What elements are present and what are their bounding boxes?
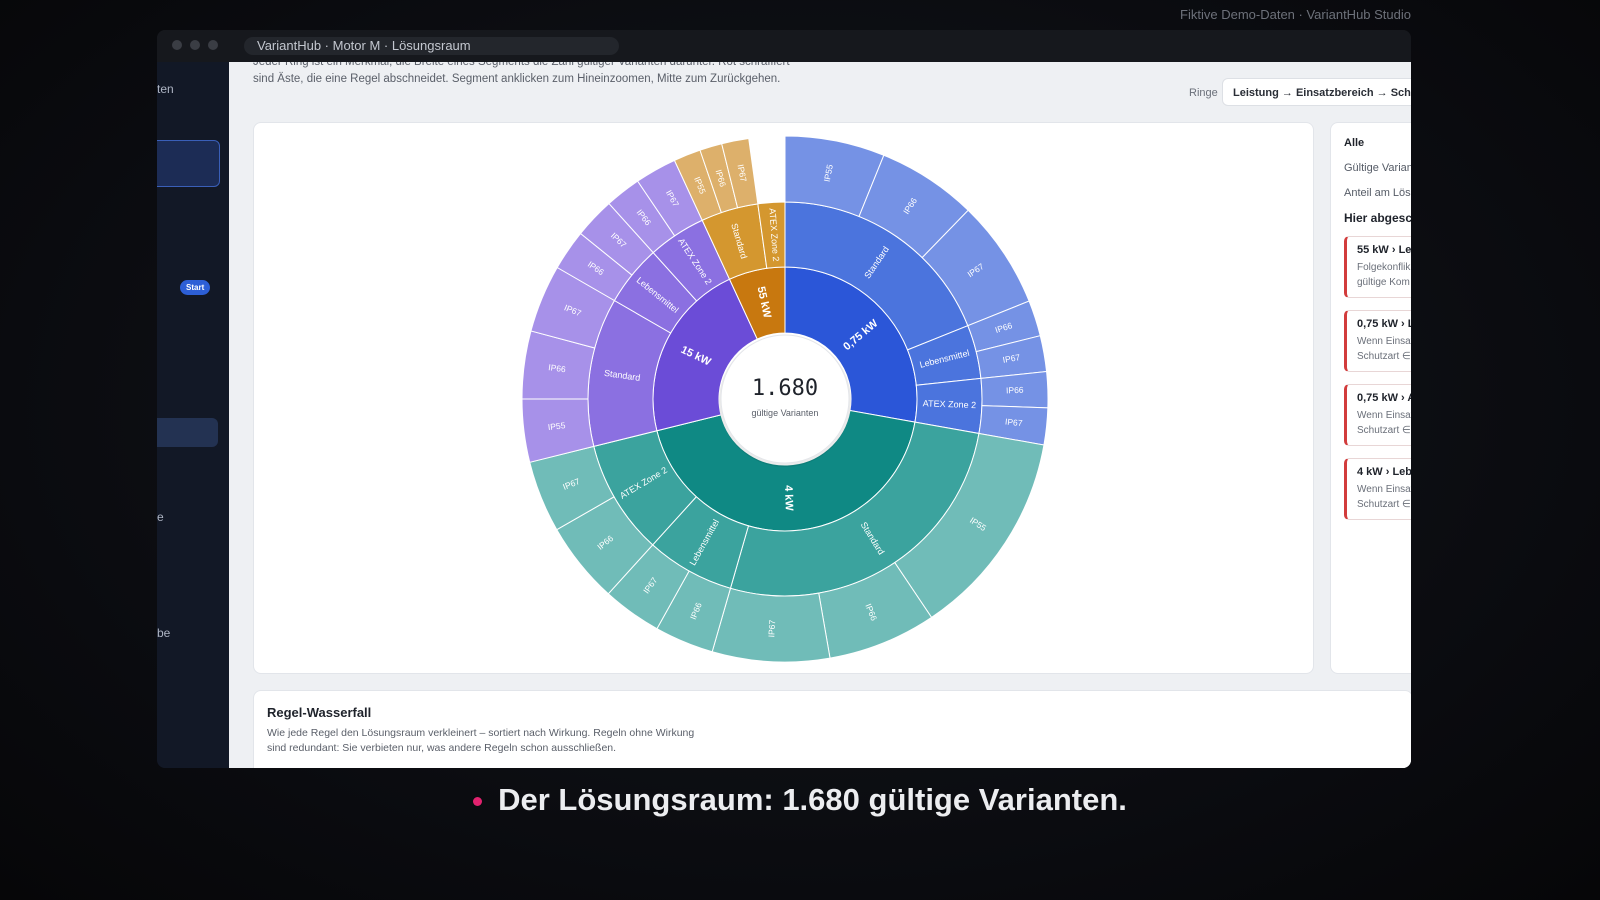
rule-line: Schutzart ∈: [1357, 425, 1411, 436]
chart-card: 0,75 kW Standard IP55 IP66 IP67 Lebensmittel I…: [253, 122, 1314, 674]
segment-label: IP66: [548, 362, 567, 374]
section-title: Regel-Wasserfall: [267, 705, 372, 720]
rings-label: Ringe: [1189, 87, 1218, 99]
rule-title: 0,75 kW › L: [1357, 318, 1411, 330]
rule-line: Wenn Einsat: [1357, 336, 1411, 347]
window-dot[interactable]: [190, 40, 200, 50]
section-heading: Hier abgesch: [1344, 211, 1411, 225]
segment-label: ATEX Zone 2: [767, 208, 781, 262]
caption: Der Lösungsraum: 1.680 gültige Varianten…: [0, 782, 1600, 818]
rule-line: Wenn Einsat: [1357, 410, 1411, 421]
description: Jeder Ring ist ein Merkmal, die Breite e…: [253, 62, 790, 85]
section-description: Wie jede Regel den Lösungsraum verkleine…: [267, 727, 695, 754]
segment-label: IP55: [547, 420, 566, 432]
content: Jeder Ring ist ein Merkmal, die Breite e…: [229, 62, 1411, 768]
segment-label: ATEX Zone 2: [923, 398, 977, 410]
window-dot[interactable]: [172, 40, 182, 50]
segment-label: IP67: [736, 163, 749, 182]
window-title: VariantHub · Motor M · Lösungsraum: [244, 37, 619, 55]
rule-title: 0,75 kW › A: [1357, 392, 1411, 404]
rule-card[interactable]: 55 kW › Le Folgekonflik gültige Kom: [1344, 236, 1411, 298]
nav-active[interactable]: [157, 140, 220, 187]
nav-item-bg[interactable]: [157, 418, 218, 447]
segment-label: IP66: [1006, 385, 1024, 396]
nav-item[interactable]: ten: [157, 82, 174, 96]
waterfall-card: Regel-Wasserfall Wie jede Regel den Lösu…: [253, 690, 1411, 768]
segment-label: 4 kW: [782, 485, 795, 512]
rule-card[interactable]: 0,75 kW › L Wenn Einsat Schutzart ∈: [1344, 310, 1411, 372]
sunburst: 0,75 kWStandardIP55IP66IP67LebensmittelI…: [521, 135, 1049, 663]
nav-item[interactable]: be: [157, 626, 171, 640]
stat-label: Anteil am Lös: [1344, 187, 1411, 199]
topbar-note: Fiktive Demo-Daten · VariantHub Studio: [1180, 7, 1411, 22]
segment-label: IP55: [822, 163, 835, 182]
title-bar: VariantHub · Motor M · Lösungsraum: [157, 30, 1411, 62]
center-button[interactable]: [720, 334, 850, 464]
rule-line: Folgekonflik: [1357, 262, 1411, 273]
total-caption: gültige Varianten: [752, 408, 819, 418]
nav-item[interactable]: e: [157, 510, 164, 524]
rule-line: gültige Kom: [1357, 277, 1410, 288]
sidebar: ten Start e be: [157, 62, 229, 768]
sunburst-segment[interactable]: [757, 201, 786, 269]
window-dot[interactable]: [208, 40, 218, 50]
rule-card[interactable]: 4 kW › Lebe Wenn Einsat Schutzart ∈: [1344, 458, 1411, 520]
caption-text: Der Lösungsraum: 1.680 gültige Varianten…: [498, 782, 1127, 817]
rings-select[interactable]: Leistung → Einsatzbereich → Schutz: [1222, 78, 1411, 106]
caption-dot: [473, 797, 483, 807]
filter[interactable]: Alle: [1344, 137, 1365, 149]
segment-label: IP67: [1002, 352, 1021, 365]
rule-card[interactable]: 0,75 kW › A Wenn Einsat Schutzart ∈: [1344, 384, 1411, 446]
rule-line: Schutzart ∈: [1357, 499, 1411, 510]
app-window: VariantHub · Motor M · Lösungsraum ten S…: [157, 30, 1411, 768]
stat-label: Gültige Varian: [1344, 162, 1411, 174]
total-value: 1.680: [752, 376, 818, 401]
segment-label: IP67: [766, 619, 777, 637]
segment-label: IP66: [714, 168, 729, 188]
rule-title: 4 kW › Lebe: [1357, 466, 1411, 478]
rule-line: Wenn Einsat: [1357, 484, 1411, 495]
badge: Start: [180, 280, 211, 295]
segment-label: IP67: [1005, 416, 1024, 428]
side-panel: Alle Gültige Varian Anteil am Lös Hier a…: [1330, 122, 1411, 674]
rule-title: 55 kW › Le: [1357, 244, 1411, 256]
rule-line: Schutzart ∈: [1357, 351, 1411, 362]
